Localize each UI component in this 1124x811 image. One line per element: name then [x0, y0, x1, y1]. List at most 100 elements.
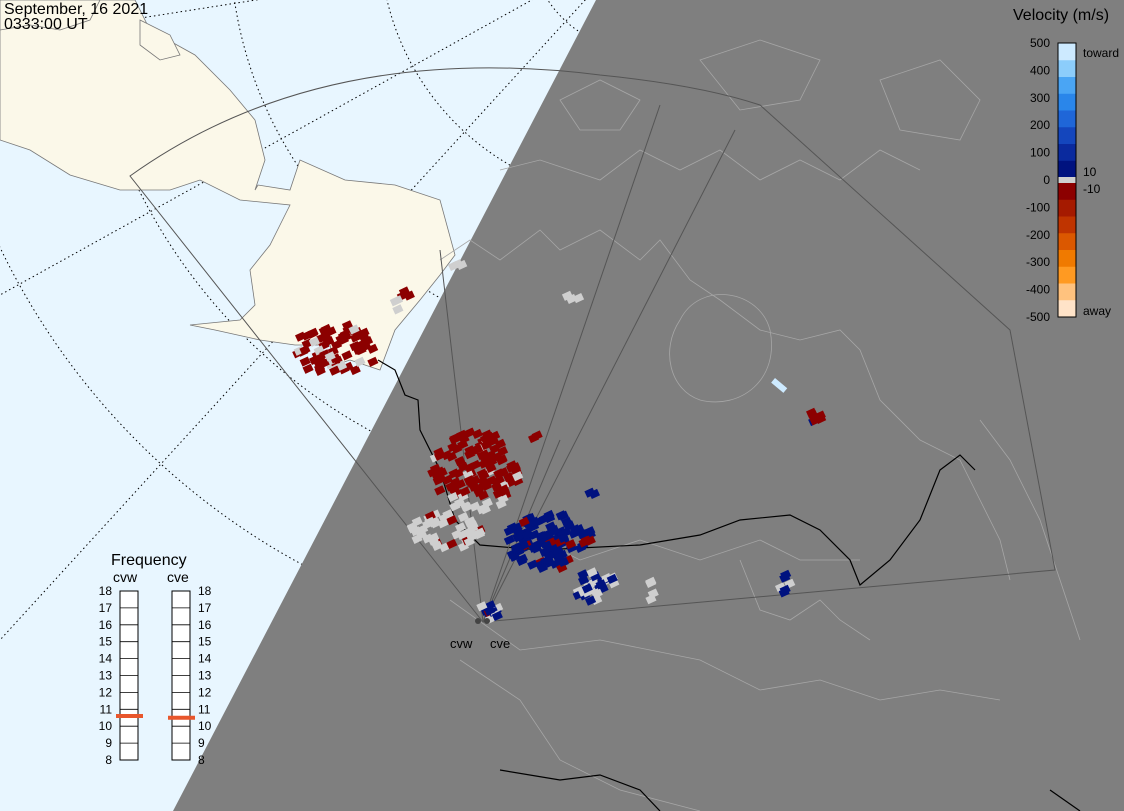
frequency-tick-label-west: 8 — [105, 753, 112, 767]
colorbar-tick-label: -400 — [1026, 283, 1050, 297]
scatter-cell — [471, 428, 483, 440]
frequency-tick-label-west: 10 — [99, 719, 113, 733]
scatter-cell — [480, 480, 493, 492]
scatter-cell — [411, 533, 423, 544]
frequency-tick-label-west: 15 — [99, 635, 113, 649]
scatter-cell — [595, 579, 607, 590]
frequency-tick-label-west: 14 — [99, 652, 113, 666]
scatter-cell — [779, 584, 791, 595]
scatter-cell — [480, 439, 492, 451]
scatter-cell — [606, 573, 618, 585]
scatter-cell — [476, 601, 488, 612]
scatter-cell — [453, 468, 465, 479]
scatter-cell — [307, 327, 319, 338]
colorbar-tick-label: -100 — [1026, 200, 1050, 214]
colorbar-swatch-positive — [1058, 76, 1076, 94]
scatter-cell — [491, 481, 503, 492]
scatter-cell — [492, 488, 504, 499]
scatter-cell — [586, 567, 598, 578]
scatter-cell — [434, 485, 446, 496]
scatter-cell — [506, 522, 518, 533]
colorbar-inner-label-negative: -10 — [1083, 182, 1101, 196]
scatter-cell — [455, 522, 467, 533]
scatter-cell — [463, 536, 475, 547]
scatter-cell — [463, 475, 475, 486]
scatter-cell — [581, 583, 593, 594]
radar-site-east-marker — [484, 618, 490, 624]
colorbar-swatch-negative — [1058, 250, 1076, 268]
colorbar-tick-label: 100 — [1030, 146, 1050, 160]
country-borders — [377, 359, 1081, 811]
frequency-tick-label-west: 16 — [99, 618, 113, 632]
scatter-cell — [407, 523, 419, 534]
scatter-cell — [367, 356, 379, 367]
radar-scatter-cells — [292, 259, 827, 625]
night-region — [173, 0, 1124, 811]
colorbar-inner-label-positive: 10 — [1083, 165, 1097, 179]
scatter-cell — [645, 577, 657, 588]
frequency-tick-label-east: 13 — [198, 669, 212, 683]
scatter-cell — [442, 509, 454, 520]
frequency-tick-label-west: 18 — [99, 584, 113, 598]
colorbar-swatch-ground — [1058, 177, 1076, 183]
scatter-cell — [478, 470, 490, 481]
scatter-cell — [436, 467, 448, 478]
frequency-tick-label-east: 8 — [198, 753, 205, 767]
frequency-west-code: cvw — [113, 569, 138, 585]
scatter-cell — [441, 474, 453, 485]
scatter-cell — [771, 378, 788, 393]
frequency-tick-label-west: 9 — [105, 736, 112, 750]
scatter-cell — [299, 344, 311, 356]
colorbar-swatch-positive — [1058, 126, 1076, 144]
scatter-cell — [459, 486, 471, 497]
colorbar-tick-label: -500 — [1026, 310, 1050, 324]
colorbar-swatch-positive — [1058, 160, 1076, 178]
scatter-cell — [528, 432, 540, 444]
colorbar-tick-label: 500 — [1030, 36, 1050, 50]
colorbar-tick-label: 400 — [1030, 63, 1050, 77]
colorbar-swatch-negative — [1058, 283, 1076, 301]
scatter-cell — [484, 605, 496, 616]
colorbar-swatch-negative — [1058, 216, 1076, 234]
scatter-cell — [313, 357, 325, 368]
scatter-cell — [512, 471, 524, 482]
scatter-cell — [324, 351, 336, 362]
scatter-cell — [577, 569, 589, 580]
scatter-cell — [446, 538, 458, 550]
scatter-cell — [446, 451, 458, 462]
colorbar-swatch-positive — [1058, 110, 1076, 128]
scatter-cell — [424, 516, 436, 527]
colorbar-tick-label: -200 — [1026, 228, 1050, 242]
colorbar-swatch-negative — [1058, 233, 1076, 251]
scatter-cell — [341, 350, 353, 361]
scatter-cell — [450, 477, 462, 488]
frequency-east-code: cve — [167, 569, 189, 585]
scatter-cell — [647, 588, 659, 599]
frequency-tick-label-west: 13 — [99, 669, 113, 683]
scatter-cell — [584, 487, 596, 498]
frequency-tick-label-east: 15 — [198, 635, 212, 649]
scatter-cell — [352, 344, 364, 355]
scatter-cell — [320, 332, 332, 343]
frequency-ticks: 18 18 17 17 16 16 15 15 14 14 13 13 12 12 11 11 10 10 9 9 8 8 — [99, 584, 212, 767]
scatter-cell — [302, 363, 314, 374]
scatter-cell — [503, 534, 515, 546]
scatter-cell — [561, 290, 574, 301]
frequency-tick-label-east: 10 — [198, 719, 212, 733]
scatter-cell — [545, 521, 557, 532]
scatter-cell — [331, 339, 343, 351]
radar-site-west-marker — [475, 618, 481, 624]
colorbar-swatch-negative — [1058, 266, 1076, 284]
scatter-cell — [464, 516, 476, 528]
scatter-cell — [585, 595, 597, 606]
scatter-cell — [451, 529, 463, 540]
colorbar-frame — [1057, 42, 1077, 318]
scatter-cell — [461, 502, 473, 513]
colorbar-tick-label: 300 — [1030, 91, 1050, 105]
colorbar-tick-label: 200 — [1030, 118, 1050, 132]
scatter-cell — [552, 552, 564, 563]
scatter-cell — [555, 510, 567, 521]
scatter-cell — [451, 443, 463, 454]
